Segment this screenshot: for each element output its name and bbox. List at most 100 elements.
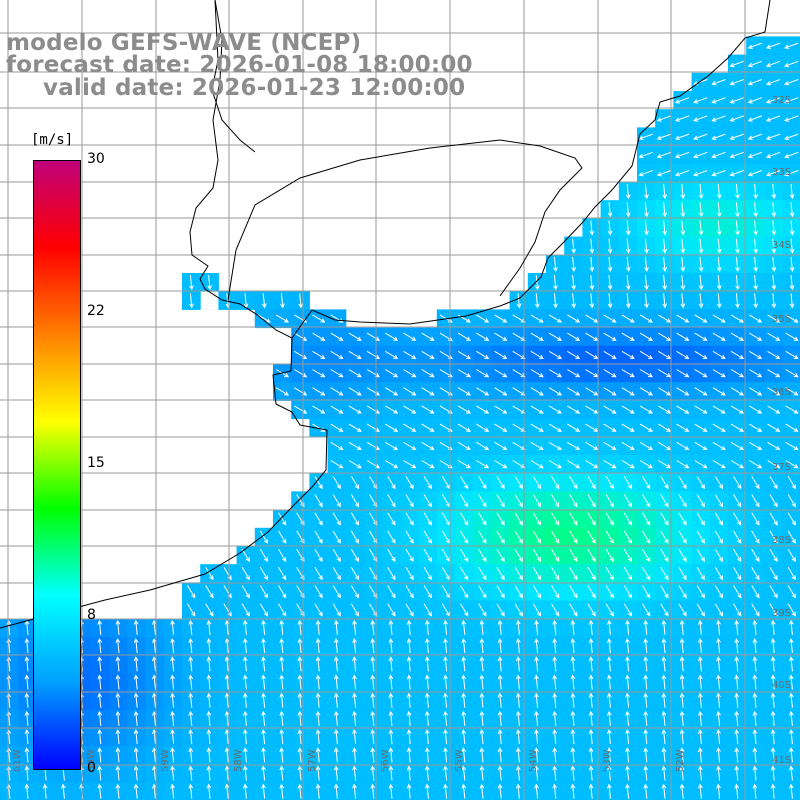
wind-arrow xyxy=(712,369,726,378)
wind-arrow xyxy=(587,512,596,526)
wind-arrow xyxy=(587,476,596,490)
wind-arrow xyxy=(406,747,412,763)
wind-arrow xyxy=(625,275,631,291)
wind-arrow xyxy=(767,332,781,341)
wind-arrow xyxy=(478,548,487,563)
wind-arrow xyxy=(551,548,560,563)
wind-arrow xyxy=(656,133,672,140)
wind-arrow xyxy=(512,423,526,432)
wind-arrow xyxy=(767,405,781,414)
wind-arrow xyxy=(716,256,722,272)
wind-arrow xyxy=(676,369,690,378)
wind-arrow xyxy=(785,423,799,432)
wind-arrow xyxy=(443,729,448,745)
wind-arrow xyxy=(605,603,614,617)
wind-arrow xyxy=(476,441,490,451)
wind-arrow xyxy=(747,133,763,140)
wind-arrow xyxy=(696,476,705,490)
wind-arrow xyxy=(605,585,614,599)
wind-arrow xyxy=(243,293,249,309)
latitude-label: 36S xyxy=(772,387,791,398)
wind-arrow xyxy=(479,783,485,799)
wind-arrow xyxy=(548,369,563,378)
wind-arrow xyxy=(605,512,614,526)
wind-arrow xyxy=(352,656,357,672)
wind-arrow xyxy=(752,656,758,672)
wind-arrow xyxy=(241,585,250,599)
wind-arrow xyxy=(97,747,103,763)
wind-arrow xyxy=(698,293,704,309)
wind-arrow xyxy=(312,350,326,360)
wind-arrow xyxy=(680,275,686,291)
wind-arrow xyxy=(784,115,799,122)
wind-arrow xyxy=(747,60,763,68)
wind-arrow xyxy=(515,747,521,763)
wind-arrow xyxy=(716,220,722,236)
wind-arrow xyxy=(97,765,103,781)
wind-arrow xyxy=(747,115,763,122)
wind-arrow xyxy=(789,220,795,236)
wind-arrow xyxy=(753,202,759,218)
wind-arrow xyxy=(387,603,396,617)
coastline-north xyxy=(291,0,771,339)
wind-arrow xyxy=(660,585,669,599)
wind-arrow xyxy=(749,460,763,469)
wind-arrow xyxy=(679,747,685,763)
wind-arrow xyxy=(242,692,248,708)
wind-arrow xyxy=(785,441,799,451)
wind-arrow xyxy=(348,350,362,360)
wind-arrow xyxy=(479,710,485,726)
wind-arrow xyxy=(530,332,544,341)
wind-arrow xyxy=(605,494,614,508)
wind-arrow xyxy=(751,494,760,508)
wind-arrow xyxy=(693,115,708,122)
wind-arrow xyxy=(662,220,668,236)
wind-arrow xyxy=(716,765,721,781)
wind-arrow xyxy=(769,512,778,526)
wind-arrow xyxy=(278,530,287,544)
wind-arrow xyxy=(570,710,576,726)
wind-arrow xyxy=(696,585,705,599)
wind-arrow xyxy=(314,530,323,544)
wind-arrow xyxy=(24,638,30,654)
wind-arrow xyxy=(460,494,469,508)
wind-arrow xyxy=(115,747,121,763)
wind-arrow xyxy=(352,619,357,635)
wind-arrow xyxy=(714,603,724,617)
wind-arrow xyxy=(115,692,121,708)
wind-arrow xyxy=(403,387,417,396)
wind-arrow xyxy=(115,783,121,799)
wind-arrow xyxy=(678,476,687,490)
wind-arrow xyxy=(753,238,759,254)
wind-arrow xyxy=(788,783,794,799)
wind-arrow xyxy=(170,747,175,763)
wind-arrow xyxy=(297,674,303,690)
wind-arrow xyxy=(658,460,672,469)
wind-arrow xyxy=(729,97,744,104)
wind-arrow xyxy=(787,548,796,563)
wind-arrow xyxy=(97,619,103,635)
wind-arrow xyxy=(734,674,740,690)
wind-arrow xyxy=(24,747,30,763)
wind-arrow xyxy=(332,585,341,599)
wind-arrow xyxy=(206,747,212,763)
wind-arrow xyxy=(789,238,795,254)
wind-arrow xyxy=(424,674,430,690)
wind-arrow xyxy=(261,638,266,654)
wind-arrow xyxy=(330,350,344,360)
wind-arrow xyxy=(330,332,344,341)
wind-arrow xyxy=(515,619,521,635)
wind-arrow xyxy=(479,674,485,690)
wind-arrow xyxy=(534,710,539,726)
wind-arrow xyxy=(712,332,726,341)
wind-arrow xyxy=(512,369,526,378)
wind-arrow xyxy=(421,387,435,396)
wind-arrow xyxy=(552,692,558,708)
wind-arrow xyxy=(711,151,726,159)
wind-arrow xyxy=(552,729,558,745)
wind-arrow xyxy=(315,692,321,708)
wind-arrow xyxy=(730,441,745,451)
wind-arrow xyxy=(734,656,740,672)
wind-arrow xyxy=(714,567,724,581)
wind-arrow xyxy=(770,674,776,690)
